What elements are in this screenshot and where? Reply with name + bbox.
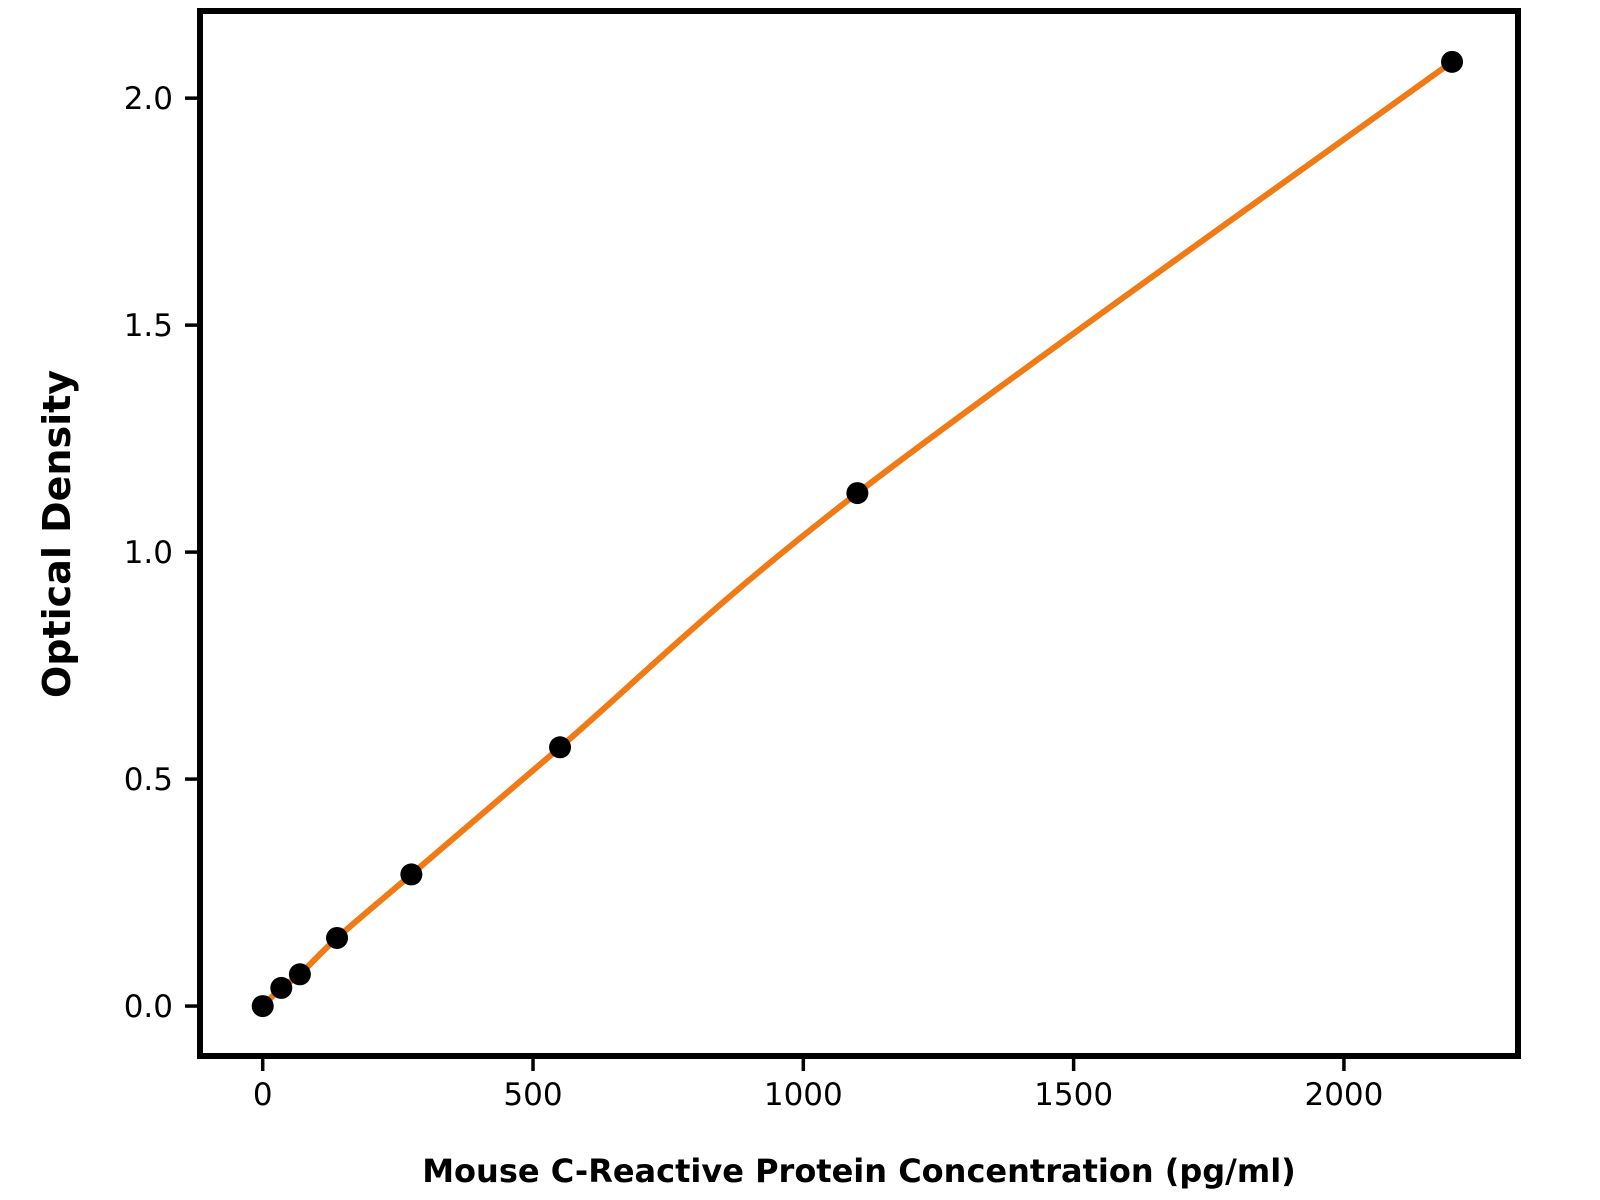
y-tick-label: 0.0: [124, 989, 173, 1025]
plot-area: 0 500 1000 1500 2000 0.0 0.5 1.0 1.5 2.0: [124, 8, 1521, 1113]
y-tick-label: 0.5: [124, 762, 173, 798]
data-point: [400, 863, 423, 886]
x-axis-title: Mouse C-Reactive Protein Concentration (…: [422, 1152, 1296, 1190]
plot-border: [197, 8, 1521, 1059]
data-point: [270, 976, 293, 999]
x-tick-label: 500: [503, 1077, 562, 1113]
data-point: [251, 995, 274, 1018]
data-point: [846, 482, 869, 505]
data-point: [326, 926, 349, 949]
data-point: [549, 736, 572, 759]
x-tick-label: 1000: [764, 1077, 843, 1113]
x-tick-label: 0: [253, 1077, 273, 1113]
fit-line: [259, 58, 1456, 1010]
y-axis-title: Optical Density: [35, 370, 79, 698]
y-tick-label: 1.5: [124, 308, 173, 344]
x-tick-label: 2000: [1304, 1077, 1383, 1113]
data-point: [1441, 50, 1464, 73]
x-tick-label: 1500: [1034, 1077, 1113, 1113]
y-tick-label: 1.0: [124, 535, 173, 571]
y-tick-label: 2.0: [124, 81, 173, 117]
data-point: [288, 963, 311, 986]
